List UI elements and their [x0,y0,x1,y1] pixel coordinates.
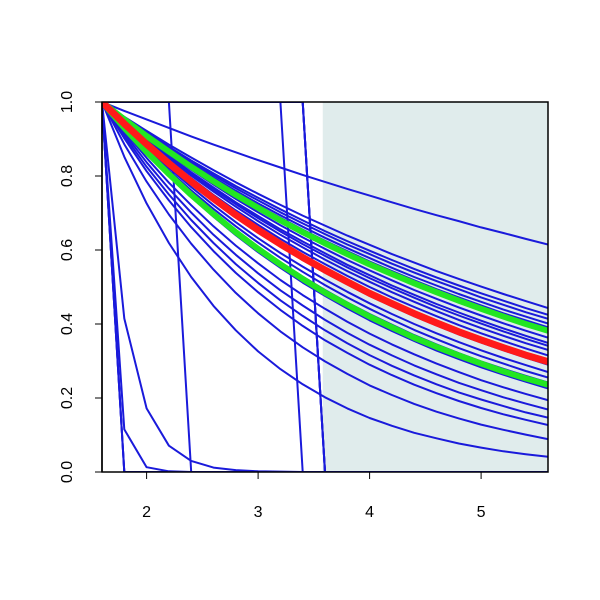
y-tick-label: 0.0 [59,461,76,483]
y-tick-label: 0.8 [59,165,76,187]
y-axis: 0.0 0.2 0.4 0.6 0.8 1.0 [59,91,103,483]
interval-curve-34 [102,102,548,334]
band-curve-1 [102,102,548,310]
interval-curves [102,102,548,388]
x-axis: 2 3 4 5 [142,472,486,521]
y-tick-label: 0.2 [59,387,76,409]
band-curve-28 [102,102,548,472]
x-tick-label: 5 [477,504,486,521]
band-curve-22 [102,102,548,458]
y-tick-label: 0.6 [59,239,76,261]
x-tick-label: 2 [142,504,151,521]
interval-curve-35 [102,102,548,388]
median-curve-36 [102,102,548,366]
band-curve-9 [102,102,548,347]
band-curve-10 [102,102,548,351]
band-curve-2 [102,102,548,316]
band-curve-13 [102,102,548,374]
y-tick-label: 0.4 [59,313,76,335]
x-tick-label: 4 [365,504,374,521]
y-tick-label: 1.0 [59,91,76,113]
median-curves [102,102,548,366]
band-curve-0 [102,102,548,246]
band-curve-23 [102,102,548,472]
band-curve-17 [102,102,548,402]
x-tick-label: 3 [254,504,263,521]
band-curve-18 [102,102,548,411]
band-curve-3 [102,102,548,320]
band-curve-19 [102,102,548,419]
